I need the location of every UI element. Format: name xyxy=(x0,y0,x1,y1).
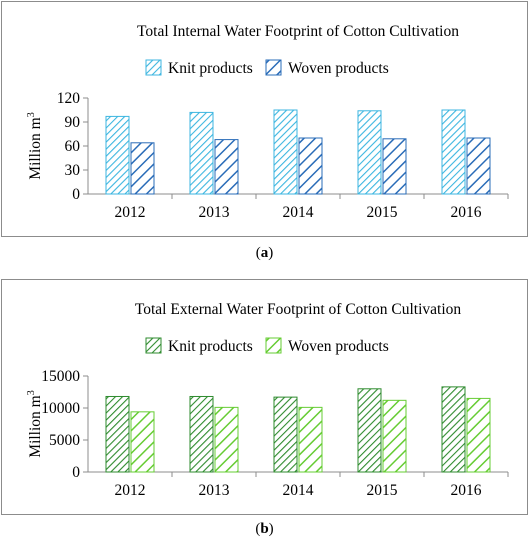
x-tick-label: 2012 xyxy=(115,204,146,221)
bar-woven-2012 xyxy=(130,411,155,473)
bar-woven-2014 xyxy=(298,406,323,473)
bar-knit-2014 xyxy=(273,109,298,195)
legend-swatch-woven xyxy=(265,337,282,354)
y-tick-label: 0 xyxy=(72,186,80,203)
legend-label-knit: Knit products xyxy=(168,338,253,355)
y-tick-label: 60 xyxy=(65,138,81,155)
y-axis-label: Million m3 xyxy=(26,390,44,457)
bar-knit-2013 xyxy=(189,111,214,195)
caption-a: (a) xyxy=(255,245,274,261)
chart-title: Total External Water Footprint of Cotton… xyxy=(135,301,462,318)
bar-woven-2013 xyxy=(214,139,239,195)
y-tick-label: 5000 xyxy=(49,432,80,449)
bar-knit-2015 xyxy=(357,110,382,195)
legend-label-woven: Woven products xyxy=(288,338,389,355)
x-tick-label: 2014 xyxy=(283,204,314,221)
legend-label-knit: Knit products xyxy=(168,60,253,77)
chart-panel-internal: Total Internal Water Footprint of Cotton… xyxy=(0,0,529,238)
caption-b-letter: b xyxy=(260,521,269,537)
chart-frame xyxy=(1,1,528,237)
legend-swatch-woven xyxy=(265,59,282,76)
bar-woven-2014 xyxy=(298,137,323,195)
bar-woven-2012 xyxy=(130,142,155,195)
legend-swatch-knit xyxy=(145,337,162,354)
bar-knit-2015 xyxy=(357,388,382,473)
x-tick-label: 2013 xyxy=(199,482,230,499)
chart-panel-external: Total External Water Footprint of Cotton… xyxy=(0,278,529,550)
y-axis-label: Million m3 xyxy=(26,112,44,179)
y-tick-label: 10000 xyxy=(41,400,80,417)
legend-swatch-knit xyxy=(145,59,162,76)
caption-b: (b) xyxy=(255,521,274,537)
bar-knit-2013 xyxy=(189,395,214,473)
bar-woven-2013 xyxy=(214,406,239,473)
external-water-footprint-chart: Total External Water Footprint of Cotton… xyxy=(1,279,528,515)
x-tick-label: 2015 xyxy=(367,204,398,221)
x-tick-label: 2012 xyxy=(115,482,146,499)
chart-frame xyxy=(1,279,528,515)
x-tick-label: 2016 xyxy=(451,482,482,499)
bar-knit-2016 xyxy=(441,109,466,195)
y-tick-label: 90 xyxy=(65,114,81,131)
bar-woven-2015 xyxy=(382,399,407,473)
bar-woven-2016 xyxy=(466,397,491,473)
bar-knit-2012 xyxy=(105,395,130,473)
internal-water-footprint-chart: Total Internal Water Footprint of Cotton… xyxy=(1,1,528,237)
x-tick-label: 2016 xyxy=(451,204,482,221)
bar-knit-2016 xyxy=(441,386,466,473)
bar-woven-2016 xyxy=(466,137,491,195)
x-tick-label: 2015 xyxy=(367,482,398,499)
y-tick-label: 120 xyxy=(57,90,81,107)
bar-knit-2012 xyxy=(105,115,130,195)
x-tick-label: 2013 xyxy=(199,204,230,221)
legend-label-woven: Woven products xyxy=(288,60,389,77)
y-tick-label: 0 xyxy=(72,464,80,481)
bar-woven-2015 xyxy=(382,138,407,195)
y-tick-label: 15000 xyxy=(41,368,80,385)
x-tick-label: 2014 xyxy=(283,482,314,499)
chart-title: Total Internal Water Footprint of Cotton… xyxy=(137,23,459,40)
y-tick-label: 30 xyxy=(65,162,81,179)
bar-knit-2014 xyxy=(273,396,298,473)
caption-a-letter: a xyxy=(260,245,269,261)
